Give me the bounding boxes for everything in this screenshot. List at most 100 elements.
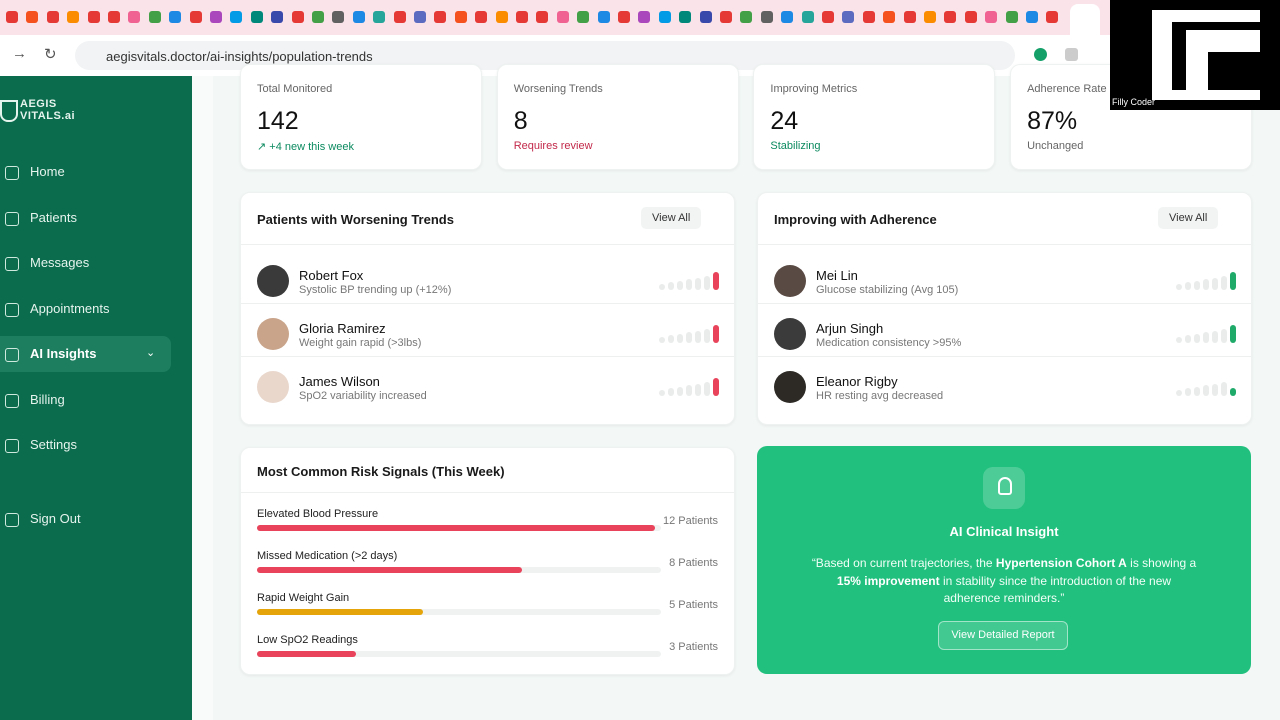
nav-item[interactable]: AI Insights: [30, 346, 97, 361]
patient-name[interactable]: Arjun Singh: [816, 321, 884, 336]
favicon[interactable]: [883, 11, 896, 23]
sparkline-bar: [713, 325, 719, 343]
extension-icon[interactable]: [1034, 48, 1047, 61]
sparkline-bar: [668, 282, 674, 290]
patient-detail: Weight gain rapid (>3lbs): [299, 337, 422, 349]
favicon[interactable]: [1046, 11, 1059, 23]
favicon[interactable]: [108, 11, 120, 23]
favicon[interactable]: [46, 11, 59, 23]
nav-icon: [5, 394, 19, 408]
favicon[interactable]: [393, 11, 406, 23]
favicon[interactable]: [556, 11, 569, 23]
favicon[interactable]: [454, 11, 467, 23]
favicon[interactable]: [414, 11, 426, 23]
favicon[interactable]: [230, 11, 243, 23]
view-all-button[interactable]: View All: [1158, 207, 1219, 229]
signal-label: Elevated Blood Pressure: [257, 508, 379, 520]
patient-detail: Glucose stabilizing (Avg 105): [816, 284, 959, 296]
favicon[interactable]: [944, 11, 957, 23]
favicon[interactable]: [6, 11, 18, 23]
favicon[interactable]: [475, 11, 488, 23]
nav-icon: [5, 166, 19, 180]
sparkline-bar: [1176, 390, 1182, 396]
favicon[interactable]: [312, 11, 324, 23]
favicon[interactable]: [128, 11, 141, 23]
favicon[interactable]: [638, 11, 651, 23]
favicon[interactable]: [434, 11, 447, 23]
quote-text: in stability since the introduction of t…: [939, 573, 1172, 606]
favicon[interactable]: [332, 11, 345, 23]
favicon[interactable]: [577, 11, 590, 23]
nav-item[interactable]: Patients: [30, 210, 77, 225]
patient-name[interactable]: Gloria Ramirez: [299, 321, 386, 336]
favicon[interactable]: [271, 11, 284, 23]
reload-button[interactable]: ↻: [44, 46, 57, 63]
patient-name[interactable]: Mei Lin: [816, 268, 858, 283]
favicon[interactable]: [862, 11, 875, 23]
favicon[interactable]: [597, 11, 610, 23]
favicon[interactable]: [781, 11, 794, 23]
stat-card: Worsening Trends 8 Requires review: [496, 64, 739, 170]
favicon[interactable]: [760, 11, 773, 23]
patient-name[interactable]: Eleanor Rigby: [816, 374, 898, 389]
favicon[interactable]: [699, 11, 712, 23]
extension-icon[interactable]: [1065, 48, 1078, 61]
nav-item[interactable]: Appointments: [30, 301, 110, 316]
favicon[interactable]: [148, 11, 161, 23]
favicon[interactable]: [87, 11, 100, 23]
avatar[interactable]: [257, 318, 289, 350]
favicon[interactable]: [536, 11, 549, 23]
favicon[interactable]: [720, 11, 732, 23]
favicon[interactable]: [679, 11, 692, 23]
nav-item[interactable]: Billing: [30, 392, 65, 407]
favicon[interactable]: [352, 11, 365, 23]
nav-icon: [5, 257, 19, 271]
nav-item[interactable]: Messages: [30, 255, 90, 270]
nav-item[interactable]: Home: [30, 164, 65, 179]
favicon[interactable]: [210, 11, 222, 23]
avatar[interactable]: [774, 371, 806, 403]
stat-card: Improving Metrics 24 Stabilizing: [753, 64, 996, 170]
favicon[interactable]: [903, 11, 916, 23]
avatar[interactable]: [774, 265, 806, 297]
favicon[interactable]: [516, 11, 528, 23]
view-all-button[interactable]: View All: [641, 207, 702, 229]
favicon[interactable]: [495, 11, 508, 23]
favicon[interactable]: [67, 11, 80, 23]
favicon[interactable]: [1026, 11, 1038, 23]
sparkline-bar: [1221, 382, 1227, 396]
favicon[interactable]: [618, 11, 630, 23]
avatar[interactable]: [774, 318, 806, 350]
card-title: Improving with Adherence: [774, 212, 937, 227]
favicon[interactable]: [658, 11, 671, 23]
signal-track: [257, 609, 661, 615]
favicon[interactable]: [26, 11, 39, 23]
favicon[interactable]: [985, 11, 998, 23]
sign-out[interactable]: Sign Out: [30, 511, 81, 526]
favicon[interactable]: [373, 11, 386, 23]
nav-item[interactable]: Settings: [30, 437, 77, 452]
avatar[interactable]: [257, 371, 289, 403]
patient-name[interactable]: Robert Fox: [299, 268, 364, 283]
sparkline-bar: [1212, 383, 1218, 396]
favicon[interactable]: [964, 11, 977, 23]
favicon[interactable]: [740, 11, 753, 23]
favicon[interactable]: [924, 11, 936, 23]
favicon[interactable]: [801, 11, 814, 23]
favicon[interactable]: [291, 11, 304, 23]
favicon[interactable]: [1005, 11, 1018, 23]
report-button[interactable]: View Detailed Report: [938, 621, 1068, 650]
favicon[interactable]: [250, 11, 263, 23]
active-tab[interactable]: [1070, 4, 1100, 35]
sparkline-bar: [704, 329, 710, 343]
patient-name[interactable]: James Wilson: [299, 374, 380, 389]
sparkline-bar: [668, 388, 674, 396]
favicon[interactable]: [822, 11, 834, 23]
sparkline-bar: [704, 382, 710, 396]
favicon[interactable]: [842, 11, 855, 23]
favicon[interactable]: [169, 11, 182, 23]
forward-button[interactable]: →: [12, 45, 27, 62]
avatar[interactable]: [257, 265, 289, 297]
gutter: [192, 76, 213, 720]
favicon[interactable]: [189, 11, 202, 23]
